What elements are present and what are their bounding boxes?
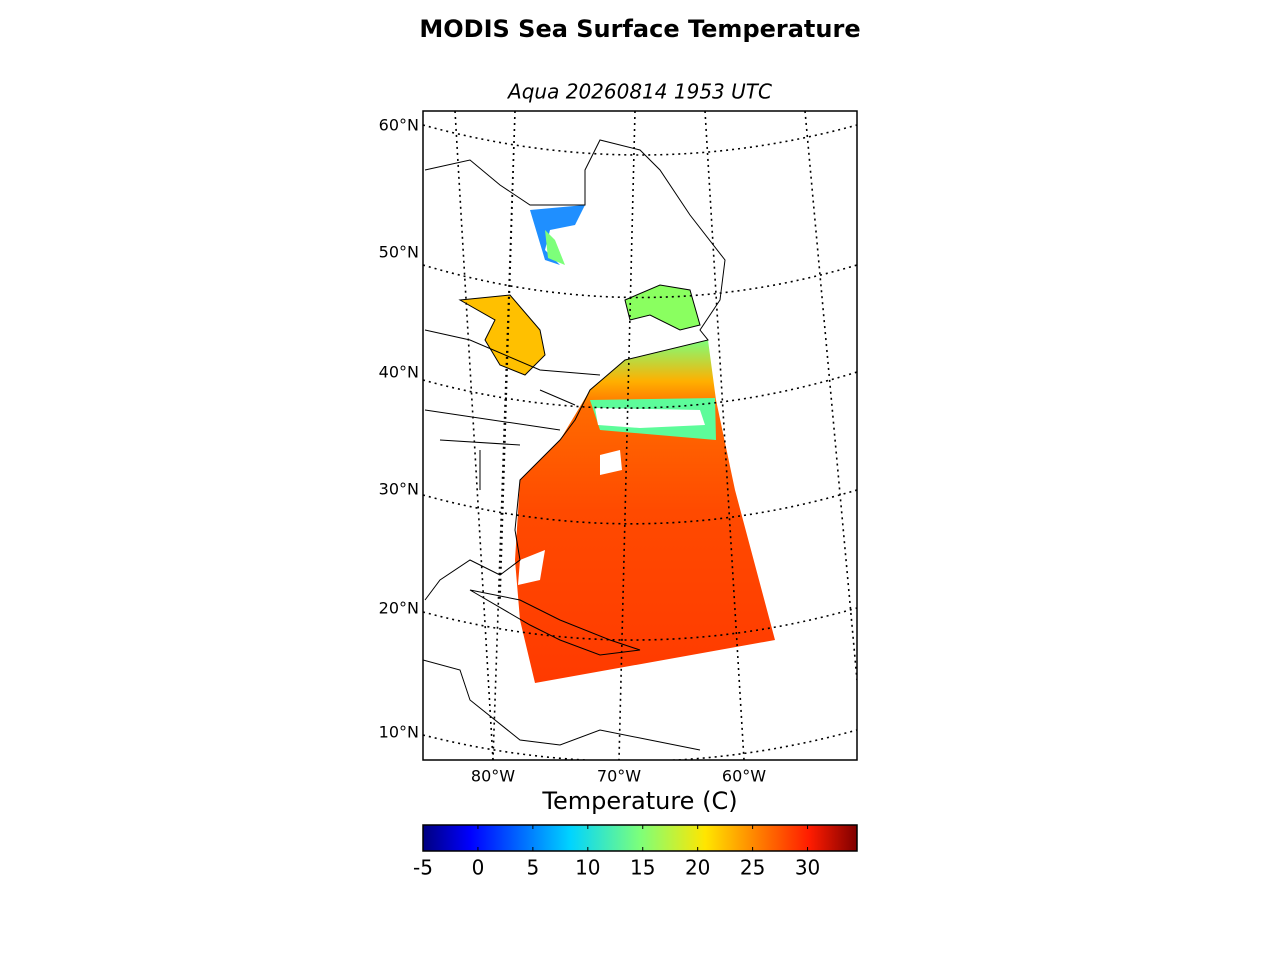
colorbar-tick-label: 20 [685,856,710,880]
coastline [424,139,726,601]
lat-label: 50°N [379,243,419,262]
graticule [423,371,857,409]
graticule [423,124,857,156]
coastline [469,589,641,656]
colorbar-tick-label: 10 [575,856,600,880]
subtitle: Aqua 20260814 1953 UTC [506,80,772,104]
lon-label: 60°W [722,767,766,786]
colorbar-ticks: -5 0 5 10 15 20 25 30 [413,825,820,880]
graticule [423,607,857,641]
colorbar-tick-label: 30 [795,856,820,880]
title: MODIS Sea Surface Temperature [419,15,860,43]
graticule [454,111,494,760]
border [424,329,601,490]
graticule [423,489,857,525]
gulf [624,284,701,331]
sst-swath [515,340,775,683]
colorbar-tick-label: 15 [630,856,655,880]
lat-label: 20°N [379,599,419,618]
graticule [704,111,745,760]
colorbar-tick-label: 0 [472,856,485,880]
lon-label: 70°W [597,767,641,786]
lat-label: 30°N [379,480,419,499]
colorbar [422,824,858,852]
cloud [518,550,545,585]
coastline [423,659,701,751]
colorbar-tick-label: 5 [527,856,540,880]
graticule [423,264,857,299]
graticule [618,111,636,760]
map-area [423,111,857,760]
lake [530,205,585,265]
graticule [492,111,516,760]
lat-label: 40°N [379,363,419,382]
lat-label: 60°N [379,116,419,135]
map-frame [422,110,858,761]
colorbar-label: Temperature (C) [541,787,737,815]
colorbar-tick-label: -5 [413,856,433,880]
lon-label: 80°W [471,767,515,786]
graticule [423,729,857,760]
lat-label: 10°N [379,723,419,742]
colorbar-tick-label: 25 [740,856,765,880]
graticule [804,111,857,681]
cloud [600,450,622,475]
lake [545,230,565,265]
cloud [595,408,705,428]
lakes [458,294,546,376]
